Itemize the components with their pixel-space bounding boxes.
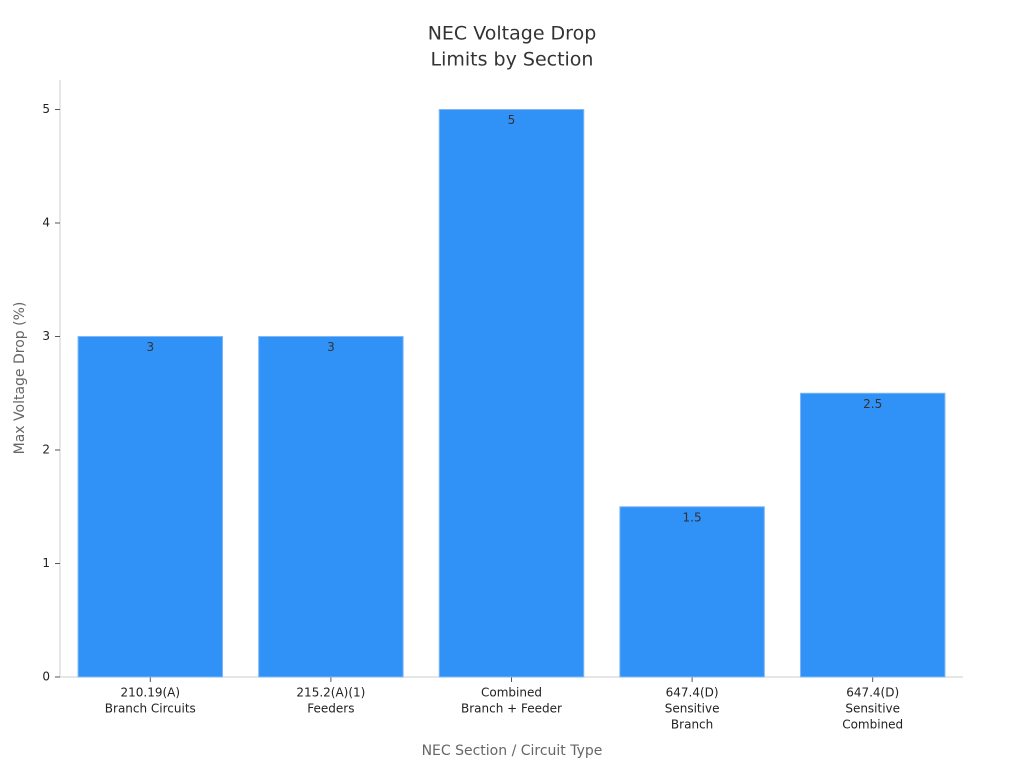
y-tick-label: 3 bbox=[42, 329, 50, 343]
value-label: 3 bbox=[327, 340, 335, 354]
x-tick-label: 215.2(A)(1) bbox=[296, 686, 365, 700]
value-label: 3 bbox=[146, 340, 154, 354]
bar bbox=[619, 506, 765, 678]
x-tick-label: 647.4(D) bbox=[846, 686, 899, 700]
y-tick-label: 5 bbox=[42, 102, 50, 116]
x-tick-label: Branch + Feeder bbox=[461, 702, 562, 716]
y-tick-label: 4 bbox=[42, 216, 50, 230]
y-tick-label: 1 bbox=[42, 556, 50, 570]
x-tick-label: Sensitive bbox=[665, 702, 720, 716]
x-tick-label: Branch Circuits bbox=[105, 702, 196, 716]
x-tick-label: 647.4(D) bbox=[666, 686, 719, 700]
x-tick-label: Sensitive bbox=[845, 702, 900, 716]
x-tick-label: Combined bbox=[842, 718, 903, 732]
x-tick-label: 210.19(A) bbox=[121, 686, 181, 700]
y-axis-title: Max Voltage Drop (%) bbox=[12, 302, 28, 455]
x-axis-title: NEC Section / Circuit Type bbox=[422, 743, 603, 759]
value-label: 5 bbox=[508, 113, 516, 127]
value-label: 1.5 bbox=[683, 510, 702, 524]
chart-title: NEC Voltage Drop bbox=[428, 23, 597, 45]
x-tick-label: Feeders bbox=[307, 702, 354, 716]
bar bbox=[77, 336, 224, 678]
chart-title: Limits by Section bbox=[431, 49, 594, 71]
value-label: 2.5 bbox=[863, 397, 882, 411]
y-tick-label: 2 bbox=[42, 443, 50, 457]
bar bbox=[258, 336, 404, 678]
x-tick-label: Branch bbox=[671, 718, 713, 732]
bar bbox=[438, 109, 585, 678]
y-tick-label: 0 bbox=[42, 670, 50, 684]
x-tick-label: Combined bbox=[481, 686, 542, 700]
bar bbox=[799, 392, 946, 678]
